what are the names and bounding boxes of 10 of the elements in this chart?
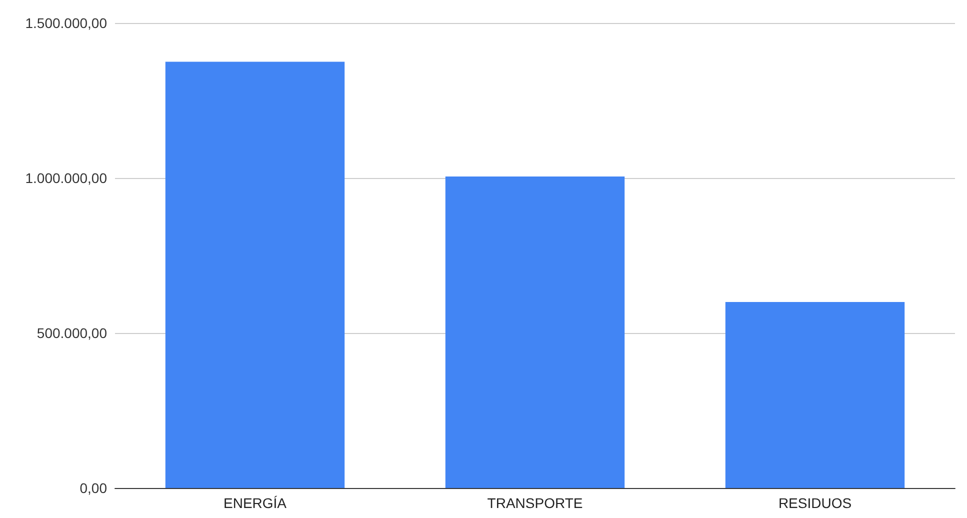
y-tick-label: 1.500.000,00	[25, 15, 108, 31]
y-tick-label: 500.000,00	[36, 325, 108, 341]
x-tick-label: RESIDUOS	[778, 495, 852, 511]
bar	[445, 176, 625, 488]
x-tick-label: ENERGÍA	[223, 495, 288, 511]
bar	[725, 302, 905, 488]
bar	[165, 62, 345, 488]
y-tick-label: 1.000.000,00	[25, 170, 108, 186]
y-tick-label: 0,00	[80, 480, 108, 496]
x-tick-label: TRANSPORTE	[487, 495, 583, 511]
